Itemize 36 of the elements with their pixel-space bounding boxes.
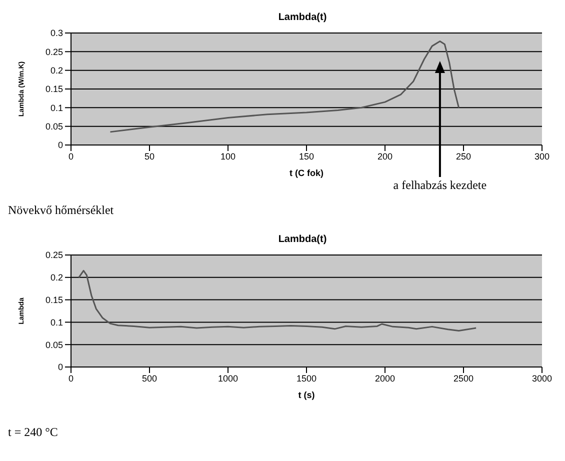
y-tick-label: 0.05 [45,340,63,350]
x-tick-label: 1000 [218,373,238,384]
x-tick-label: 200 [377,151,393,162]
text: Növekvő hőmérséklet [8,203,114,218]
x-tick-label: 3000 [532,373,552,384]
y-tick-label: 0 [58,362,63,372]
x-tick-label: 500 [142,373,158,384]
y-tick-label: 0.15 [45,294,63,305]
y-tick-label: 0 [58,140,63,150]
y-tick-label: 0.05 [45,122,63,132]
line-series [78,270,477,332]
x-tick-label: 0 [68,151,74,162]
x-tick-label: 50 [144,151,155,162]
y-tick-label: 0.1 [50,317,63,328]
y-tick-label: 0.25 [45,46,63,57]
x-axis-title: t (C fok) [290,168,324,178]
x-tick-label: 300 [534,151,550,162]
chart-title: Lambda(t) [277,233,328,247]
x-tick-label: 2000 [374,373,396,384]
y-tick-label: 0.3 [50,28,63,38]
y-tick-label: 0.15 [45,84,63,94]
x-axis-title: t (s) [298,390,315,400]
x-tick-label: 250 [456,151,472,162]
chart-title: Lambda(t) [277,11,328,25]
x-tick-label: 150 [298,151,314,162]
y-tick-label: 0.1 [50,102,63,113]
x-tick-label: 0 [68,373,74,384]
line-series [110,40,460,133]
x-tick-label: 1500 [296,373,317,384]
y-tick-label: 0.25 [45,250,63,260]
y-tick-label: 0.2 [50,66,63,76]
ref-line-label: a felhabzás kezdete [393,178,487,192]
text: t = 240 °C [8,425,58,440]
x-tick-label: 2500 [453,373,474,384]
y-tick-label: 0.2 [50,272,63,283]
x-tick-label: 100 [220,151,236,162]
